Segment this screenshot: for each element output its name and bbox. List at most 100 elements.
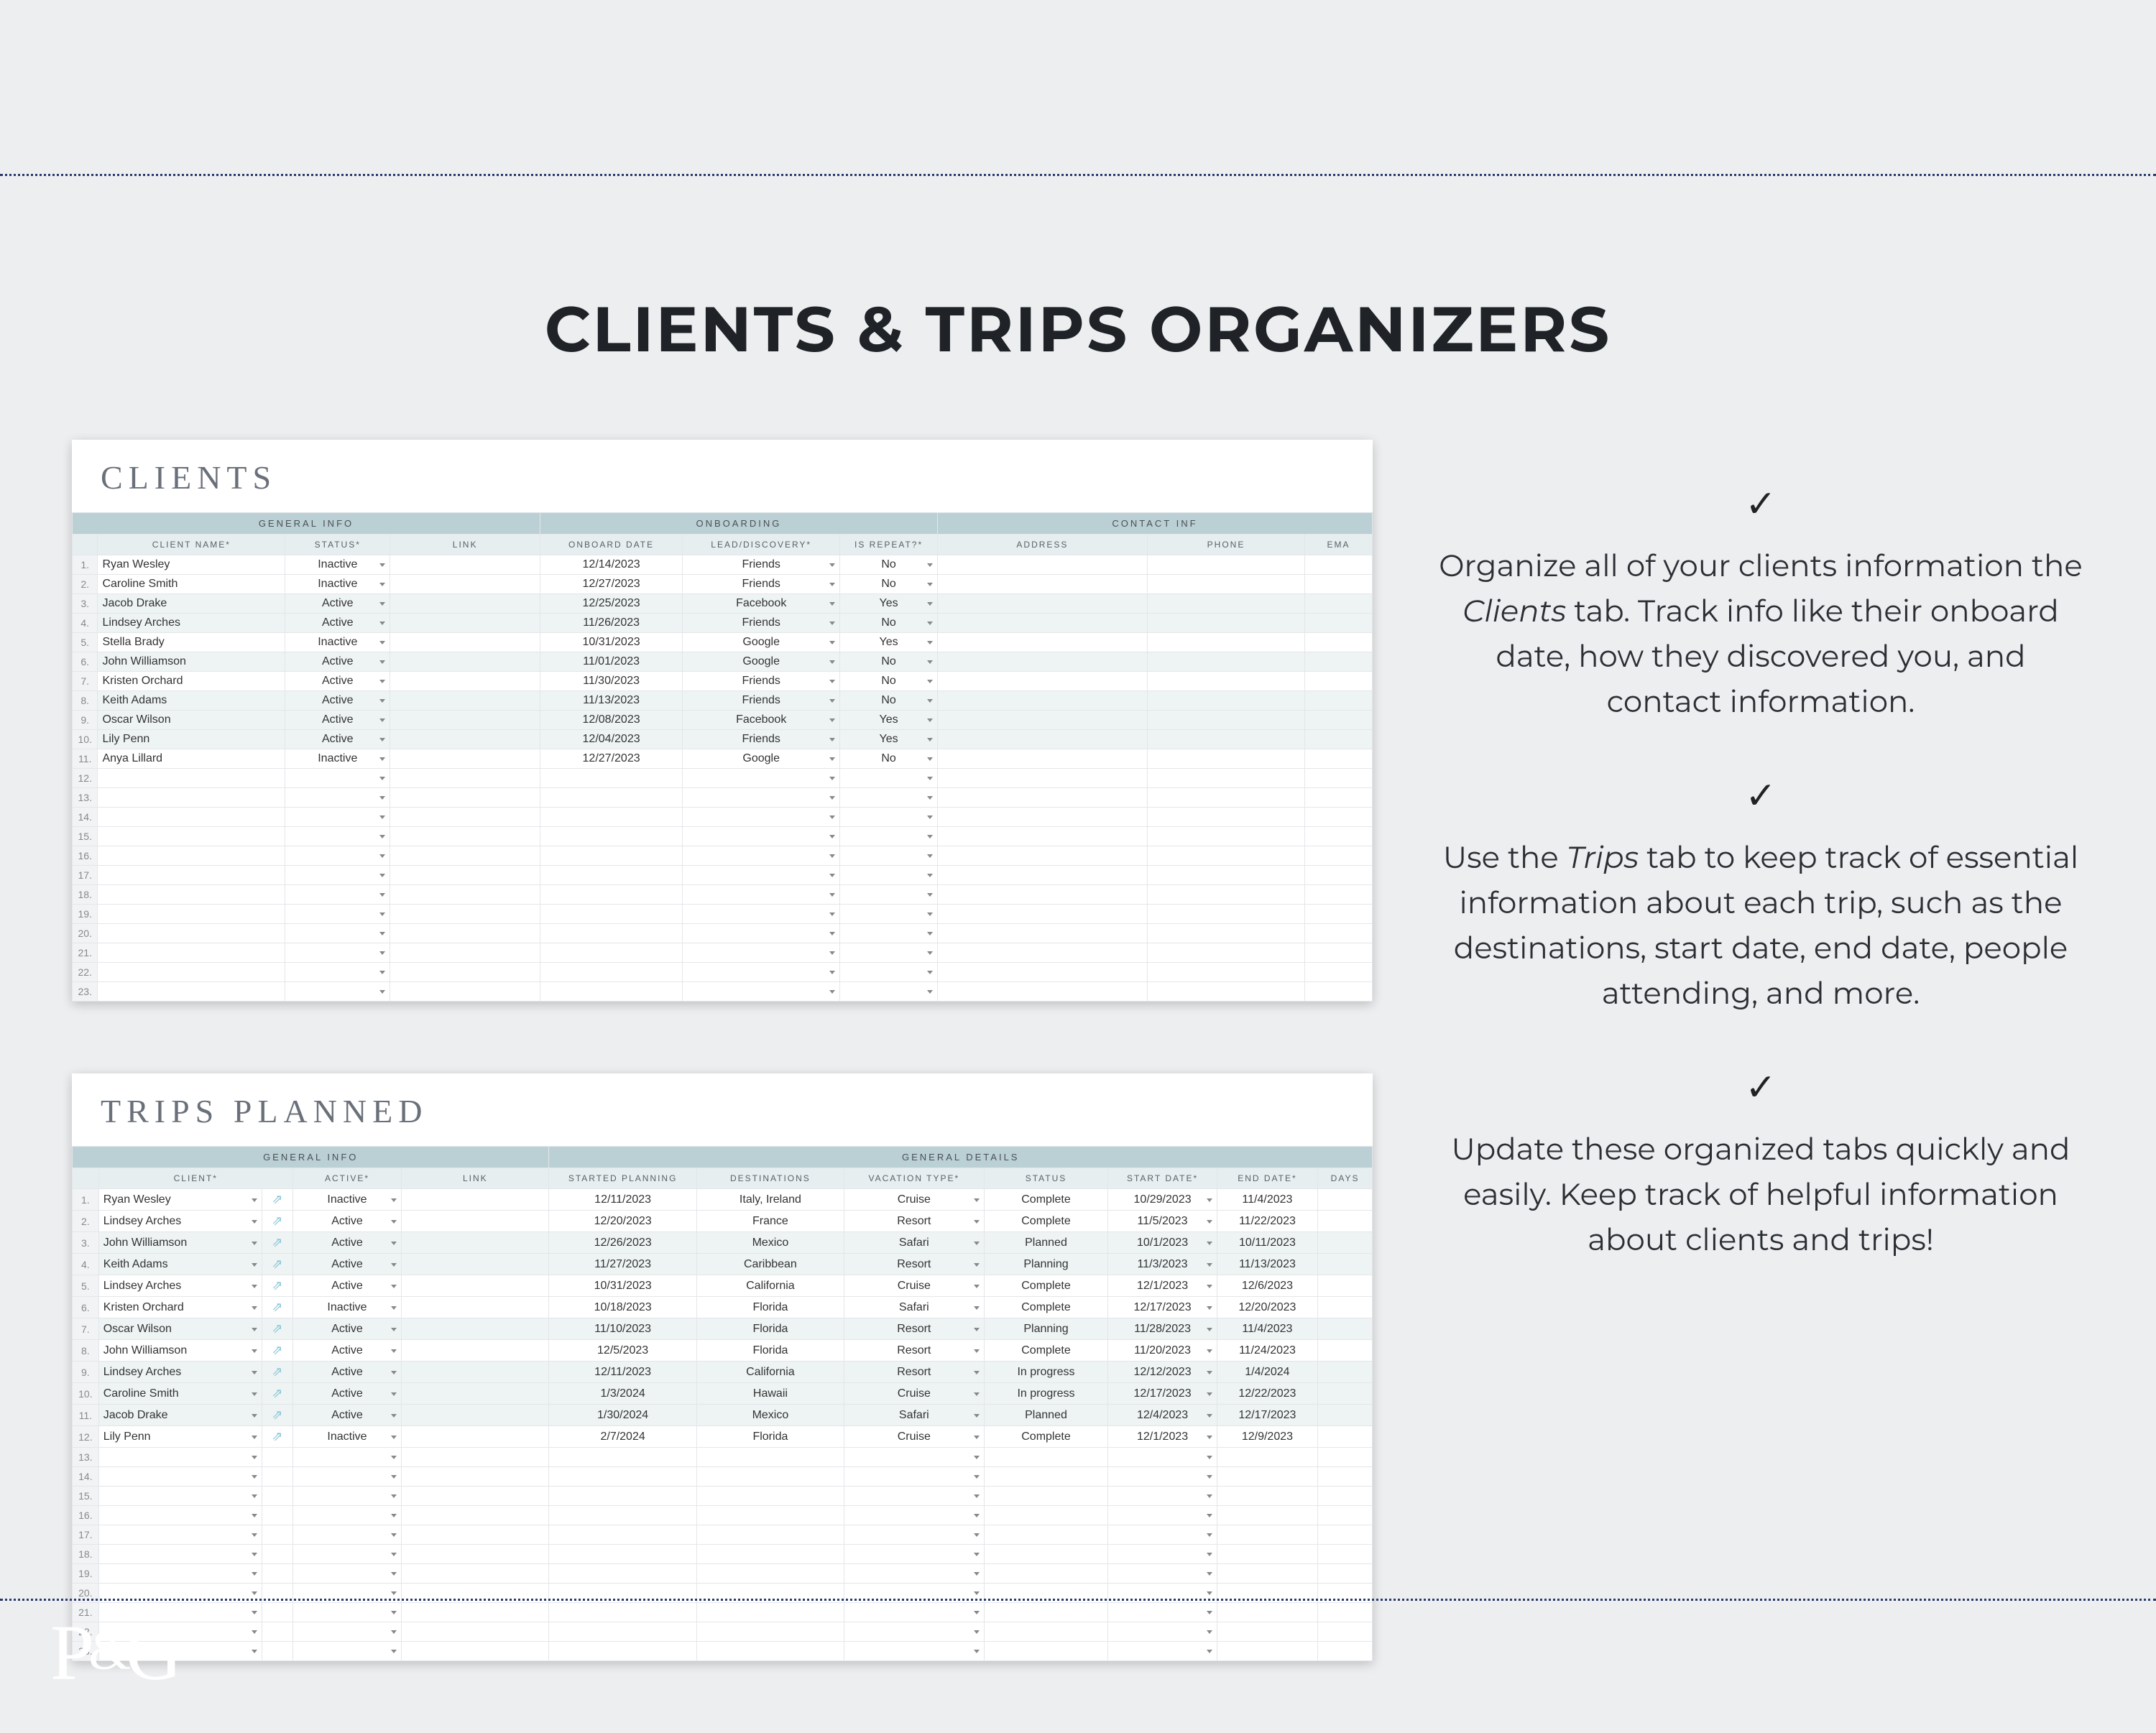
cell-phone[interactable] — [1147, 691, 1304, 711]
cell-onboard[interactable] — [540, 963, 682, 982]
cell-dest[interactable]: California — [696, 1275, 844, 1297]
link-icon[interactable]: ⇗ — [262, 1232, 292, 1254]
link-icon[interactable]: ⇗ — [262, 1254, 292, 1275]
cell-onboard[interactable] — [540, 827, 682, 846]
cell-dest[interactable] — [696, 1487, 844, 1506]
cell-lead[interactable]: Friends — [683, 575, 840, 594]
cell-link[interactable] — [390, 963, 540, 982]
cell-end[interactable] — [1217, 1525, 1317, 1545]
cell-active[interactable]: Active — [292, 1232, 401, 1254]
cell-email[interactable] — [1305, 905, 1373, 924]
cell-days[interactable] — [1318, 1340, 1373, 1362]
cell-onboard[interactable]: 12/25/2023 — [540, 594, 682, 614]
cell-lead[interactable] — [683, 866, 840, 885]
cell-start[interactable]: 12/17/2023 — [1108, 1297, 1217, 1318]
cell-type[interactable]: Cruise — [844, 1275, 984, 1297]
cell-end[interactable]: 11/13/2023 — [1217, 1254, 1317, 1275]
cell-dest[interactable] — [696, 1525, 844, 1545]
cell-repeat[interactable]: No — [840, 652, 938, 672]
cell-repeat[interactable] — [840, 943, 938, 963]
cell-lead[interactable]: Friends — [683, 691, 840, 711]
cell-days[interactable] — [1318, 1318, 1373, 1340]
cell-phone[interactable] — [1147, 905, 1304, 924]
cell-started[interactable] — [549, 1545, 696, 1564]
cell-address[interactable] — [937, 711, 1147, 730]
cell-email[interactable] — [1305, 769, 1373, 788]
cell-dest[interactable]: California — [696, 1362, 844, 1383]
cell-email[interactable] — [1305, 963, 1373, 982]
cell-address[interactable] — [937, 614, 1147, 633]
cell-repeat[interactable]: No — [840, 575, 938, 594]
cell-client[interactable]: Lindsey Arches — [98, 1275, 262, 1297]
cell-link[interactable] — [390, 905, 540, 924]
cell-address[interactable] — [937, 672, 1147, 691]
link-icon[interactable] — [262, 1448, 292, 1467]
cell-email[interactable] — [1305, 827, 1373, 846]
cell-onboard[interactable]: 12/14/2023 — [540, 555, 682, 575]
cell-start[interactable]: 12/1/2023 — [1108, 1426, 1217, 1448]
cell-repeat[interactable] — [840, 827, 938, 846]
cell-name[interactable] — [98, 808, 285, 827]
cell-status[interactable] — [285, 924, 390, 943]
cell-end[interactable]: 12/20/2023 — [1217, 1297, 1317, 1318]
cell-dest[interactable]: Caribbean — [696, 1254, 844, 1275]
cell-lead[interactable]: Facebook — [683, 711, 840, 730]
cell-active[interactable]: Inactive — [292, 1189, 401, 1211]
cell-onboard[interactable] — [540, 808, 682, 827]
cell-end[interactable]: 11/22/2023 — [1217, 1211, 1317, 1232]
cell-email[interactable] — [1305, 575, 1373, 594]
cell-active[interactable]: Active — [292, 1318, 401, 1340]
cell-status[interactable] — [285, 982, 390, 1002]
cell-trip-status[interactable] — [984, 1448, 1108, 1467]
cell-started[interactable] — [549, 1448, 696, 1467]
cell-client[interactable] — [98, 1564, 262, 1584]
cell-start[interactable] — [1108, 1545, 1217, 1564]
cell-start[interactable] — [1108, 1467, 1217, 1487]
cell-email[interactable] — [1305, 808, 1373, 827]
cell-lead[interactable] — [683, 982, 840, 1002]
cell-link[interactable] — [390, 691, 540, 711]
cell-start[interactable]: 11/28/2023 — [1108, 1318, 1217, 1340]
cell-status[interactable] — [285, 788, 390, 808]
cell-started[interactable] — [549, 1467, 696, 1487]
cell-address[interactable] — [937, 808, 1147, 827]
cell-email[interactable] — [1305, 924, 1373, 943]
cell-name[interactable] — [98, 846, 285, 866]
cell-phone[interactable] — [1147, 652, 1304, 672]
cell-active[interactable]: Inactive — [292, 1426, 401, 1448]
cell-end[interactable]: 12/6/2023 — [1217, 1275, 1317, 1297]
cell-days[interactable] — [1318, 1564, 1373, 1584]
cell-email[interactable] — [1305, 614, 1373, 633]
cell-email[interactable] — [1305, 749, 1373, 769]
cell-lead[interactable]: Friends — [683, 672, 840, 691]
link-icon[interactable]: ⇗ — [262, 1405, 292, 1426]
cell-phone[interactable] — [1147, 943, 1304, 963]
cell-active[interactable]: Active — [292, 1275, 401, 1297]
cell-client[interactable] — [98, 1525, 262, 1545]
cell-status[interactable]: Active — [285, 711, 390, 730]
cell-active[interactable]: Active — [292, 1254, 401, 1275]
cell-onboard[interactable]: 11/30/2023 — [540, 672, 682, 691]
cell-link[interactable] — [390, 943, 540, 963]
cell-started[interactable]: 11/10/2023 — [549, 1318, 696, 1340]
cell-link[interactable] — [390, 924, 540, 943]
cell-link[interactable] — [402, 1340, 549, 1362]
cell-trip-status[interactable]: Planned — [984, 1232, 1108, 1254]
cell-status[interactable] — [285, 963, 390, 982]
cell-dest[interactable]: Florida — [696, 1340, 844, 1362]
cell-trip-status[interactable]: Complete — [984, 1297, 1108, 1318]
cell-started[interactable]: 11/27/2023 — [549, 1254, 696, 1275]
cell-started[interactable]: 12/11/2023 — [549, 1362, 696, 1383]
cell-link[interactable] — [390, 594, 540, 614]
cell-repeat[interactable] — [840, 963, 938, 982]
cell-onboard[interactable]: 11/26/2023 — [540, 614, 682, 633]
cell-name[interactable] — [98, 866, 285, 885]
cell-name[interactable] — [98, 885, 285, 905]
cell-lead[interactable] — [683, 808, 840, 827]
cell-days[interactable] — [1318, 1426, 1373, 1448]
cell-phone[interactable] — [1147, 866, 1304, 885]
cell-name[interactable] — [98, 905, 285, 924]
cell-onboard[interactable] — [540, 943, 682, 963]
cell-started[interactable]: 1/3/2024 — [549, 1383, 696, 1405]
link-icon[interactable] — [262, 1545, 292, 1564]
